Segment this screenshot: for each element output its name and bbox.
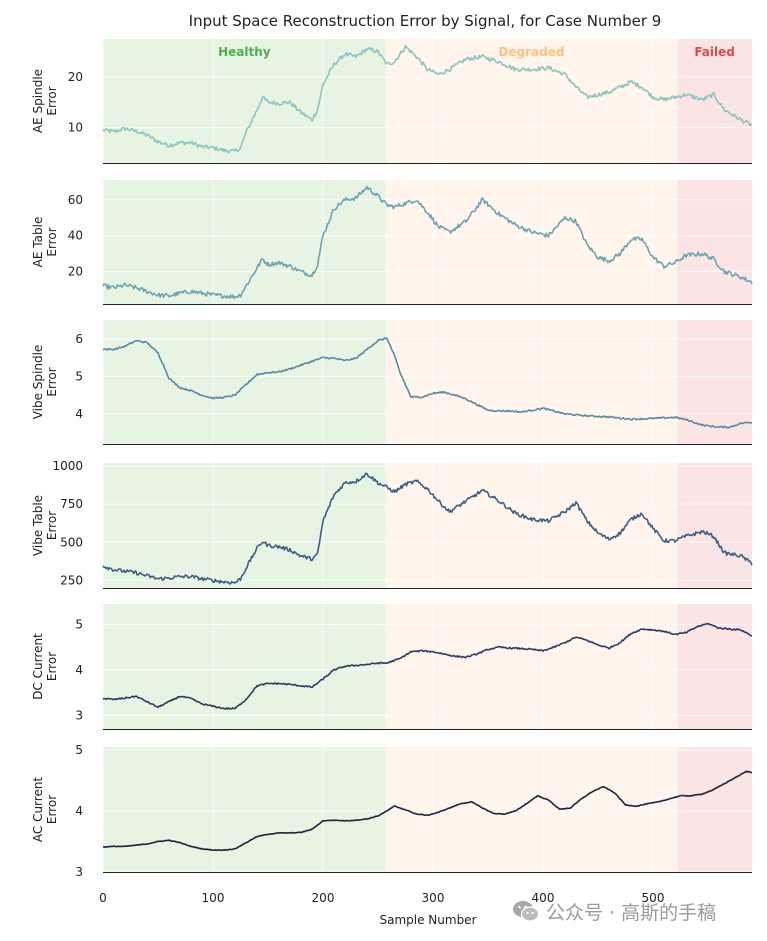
- y-axis-label-line: DC Current: [31, 633, 45, 700]
- region-label-degraded: Degraded: [498, 45, 564, 59]
- region-healthy: [103, 180, 386, 304]
- y-axis-label-line: Vibe Spindle: [31, 345, 45, 420]
- y-tick-label: 10: [68, 121, 83, 135]
- y-tick-label: 4: [75, 663, 83, 677]
- region-healthy: [103, 747, 386, 872]
- y-tick-label: 20: [68, 265, 83, 279]
- panel-1: 10 20 AE SpindleError Healthy Degraded Failed: [31, 39, 753, 164]
- x-tick-label: 500: [642, 891, 665, 905]
- y-axis-label: AE SpindleError: [31, 69, 59, 133]
- region-healthy: [103, 463, 386, 588]
- region-failed: [677, 39, 752, 163]
- y-tick-label: 750: [60, 497, 83, 511]
- y-axis-label-line: Error: [45, 652, 59, 681]
- x-tick-label: 100: [202, 891, 225, 905]
- y-tick-label: 500: [60, 535, 83, 549]
- y-tick-label: 20: [68, 70, 83, 84]
- y-axis-label-line: AE Table: [31, 217, 45, 268]
- watermark: 公众号 · 高斯的手稿: [512, 897, 716, 925]
- y-axis-label-line: Error: [45, 227, 59, 256]
- y-tick-label: 3: [75, 708, 83, 722]
- y-axis-label-line: Error: [45, 86, 59, 115]
- y-axis-label-line: Error: [45, 511, 59, 540]
- y-tick-label: 250: [60, 573, 83, 587]
- x-tick-label: 400: [532, 891, 555, 905]
- x-tick-label: 300: [422, 891, 445, 905]
- y-tick-label: 4: [75, 407, 83, 421]
- region-degraded: [385, 604, 678, 729]
- y-tick-label: 6: [75, 332, 83, 346]
- region-degraded: [385, 747, 678, 872]
- y-tick-label: 3: [75, 865, 83, 879]
- y-axis-label-line: Error: [45, 367, 59, 396]
- series-line-6: [102, 770, 753, 852]
- y-axis-label-line: Vibe Table: [31, 495, 45, 556]
- y-axis-label: AE TableError: [31, 217, 59, 268]
- region-degraded: [385, 463, 678, 588]
- series-line-2: [102, 185, 753, 300]
- y-tick-label: 5: [75, 369, 83, 383]
- y-tick-label: 40: [68, 229, 83, 243]
- y-tick-label: 1000: [52, 459, 83, 473]
- region-failed: [677, 747, 752, 872]
- panel-3: 4 5 6 Vibe SpindleError: [31, 320, 753, 445]
- panel-6: 3 4 5 AC CurrentError: [31, 743, 753, 879]
- region-label-healthy: Healthy: [218, 45, 271, 59]
- panel-4: 250 500 750 1000 Vibe TableError: [31, 459, 753, 589]
- region-degraded: [385, 180, 678, 304]
- x-axis-label: Sample Number: [379, 913, 476, 927]
- series-line-4: [102, 472, 753, 585]
- wechat-icon: [513, 901, 540, 922]
- region-healthy: [103, 320, 386, 444]
- x-tick-label: 0: [99, 891, 107, 905]
- region-degraded: [385, 39, 678, 163]
- y-axis-label-line: Error: [45, 795, 59, 824]
- y-axis-label: AC CurrentError: [31, 777, 59, 843]
- region-failed: [677, 604, 752, 729]
- region-label-failed: Failed: [694, 45, 735, 59]
- y-axis-label-line: AC Current: [31, 777, 45, 843]
- y-axis-label: DC CurrentError: [31, 633, 59, 700]
- series-line-1: [102, 44, 753, 154]
- panel-5: 3 4 5 DC CurrentError: [31, 604, 753, 730]
- region-failed: [677, 463, 752, 588]
- series-line-5: [102, 622, 753, 710]
- series-line-3: [102, 337, 753, 429]
- y-tick-label: 4: [75, 804, 83, 818]
- y-axis-label-line: AE Spindle: [31, 69, 45, 133]
- y-tick-label: 60: [68, 193, 83, 207]
- region-degraded: [385, 320, 678, 444]
- y-axis-label: Vibe SpindleError: [31, 345, 59, 420]
- region-failed: [677, 180, 752, 304]
- x-tick-label: 200: [312, 891, 335, 905]
- y-tick-label: 5: [75, 617, 83, 631]
- y-tick-label: 5: [75, 743, 83, 757]
- panel-2: 20 40 60 AE TableError: [31, 180, 753, 305]
- chart-title: Input Space Reconstruction Error by Sign…: [189, 12, 662, 30]
- watermark-text: 公众号 · 高斯的手稿: [546, 901, 717, 924]
- y-axis-label: Vibe TableError: [31, 495, 59, 556]
